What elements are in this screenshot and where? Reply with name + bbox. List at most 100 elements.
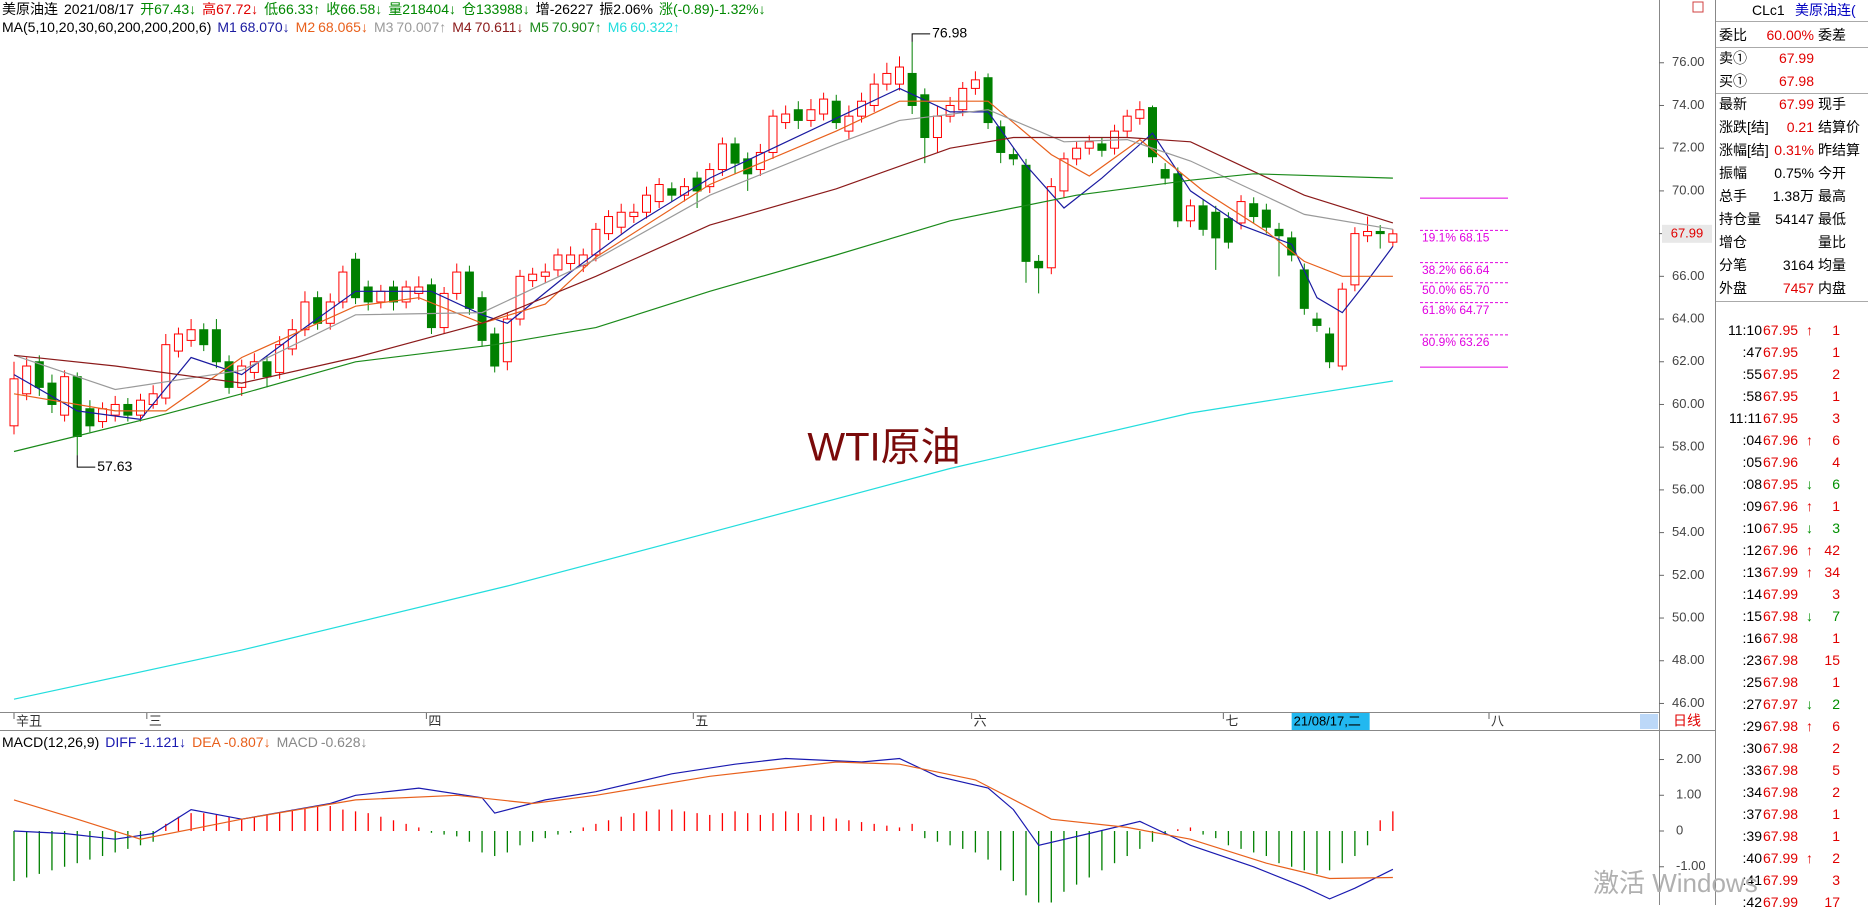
- quote-extra: 最高: [1818, 188, 1846, 204]
- quote-value: 67.98: [1778, 73, 1814, 89]
- legend-value: 68.070↓: [239, 19, 290, 35]
- y-tick-label: 60.00: [1672, 396, 1705, 411]
- candle-body: [1072, 147, 1082, 160]
- candle-body: [1021, 164, 1031, 262]
- candle-body: [604, 216, 614, 235]
- tick-time: :09: [1742, 498, 1762, 514]
- candle-body: [1287, 237, 1297, 256]
- candle-body: [932, 115, 942, 139]
- y-tick-label: -1.00: [1676, 858, 1706, 873]
- candle-body: [1211, 211, 1221, 239]
- x-tick-label: 六: [974, 713, 987, 728]
- y-tick-label: 0: [1676, 822, 1683, 837]
- tick-volume: 7: [1832, 608, 1840, 624]
- quote-label: 涨跌[结]: [1719, 119, 1769, 135]
- tick-volume: 3: [1832, 872, 1840, 888]
- tick-price: 67.96: [1763, 542, 1799, 558]
- candle-body: [1312, 318, 1322, 326]
- candle-body: [553, 254, 563, 271]
- y-tick-label: 46.00: [1672, 695, 1705, 710]
- legend-value: -0.807↓: [223, 734, 271, 750]
- price-plot: [9, 41, 1398, 456]
- candle-body: [325, 301, 335, 324]
- tick-volume: 4: [1832, 454, 1840, 470]
- tick-volume: 1: [1832, 630, 1840, 646]
- candle-body: [338, 271, 348, 303]
- candle-body: [920, 94, 930, 139]
- candle-body: [1185, 205, 1195, 222]
- candle-body: [882, 72, 892, 85]
- y-tick-label: 2.00: [1676, 751, 1701, 766]
- tick-arrow: ↑: [1806, 850, 1813, 866]
- quote-label: 总手: [1719, 188, 1747, 204]
- quote-label: 持仓量: [1719, 211, 1761, 227]
- tick-arrow: ↑: [1806, 542, 1813, 558]
- tick-time: :16: [1742, 630, 1762, 646]
- period-button[interactable]: [1640, 714, 1658, 729]
- quote-field: 开67.43↓: [140, 1, 197, 17]
- candle-body: [642, 194, 651, 213]
- candle-body: [1274, 228, 1284, 237]
- tick-price: 67.99: [1763, 564, 1799, 580]
- quote-value: 0.31%: [1774, 142, 1814, 158]
- low-marker: [76, 455, 96, 468]
- cursor-label: 21/08/17,二: [1294, 713, 1361, 728]
- tick-time: :23: [1742, 652, 1762, 668]
- tick-time: 11:11: [1729, 410, 1762, 426]
- high-marker: [911, 33, 931, 42]
- candle-body: [1122, 115, 1132, 132]
- legend-name: M6: [607, 19, 628, 35]
- candle-body: [566, 254, 576, 265]
- legend-value: 68.065↓: [318, 19, 368, 35]
- y-tick-label: 52.00: [1672, 567, 1705, 582]
- candle-body: [781, 113, 791, 124]
- tick-volume: 34: [1824, 564, 1840, 580]
- tick-volume: 5: [1832, 762, 1840, 778]
- candle-body: [1337, 288, 1347, 367]
- tick-price: 67.98: [1763, 674, 1799, 690]
- legend-value: 70.611↓: [474, 19, 524, 35]
- quote-value: 67.99: [1778, 96, 1814, 112]
- tick-time: :33: [1742, 762, 1762, 778]
- x-tick-label: 五: [695, 713, 708, 728]
- tick-volume: 1: [1832, 674, 1840, 690]
- quote-field: 量218404↓: [388, 1, 456, 17]
- tick-price: 67.99: [1763, 586, 1799, 602]
- tick-arrow: ↑: [1806, 498, 1813, 514]
- candle-body: [186, 329, 196, 341]
- x-tick-label: 四: [428, 713, 441, 728]
- window-icon[interactable]: [1692, 1, 1704, 13]
- candle-body: [629, 211, 639, 218]
- tick-arrow: ↓: [1806, 608, 1813, 624]
- tick-volume: 17: [1824, 894, 1840, 910]
- tick-volume: 1: [1832, 498, 1840, 514]
- x-tick-label: 三: [149, 713, 162, 728]
- tick-time: :27: [1742, 696, 1762, 712]
- symbol-code: CLc1: [1752, 2, 1785, 18]
- tick-volume: 3: [1832, 520, 1840, 536]
- candle-body: [907, 72, 917, 106]
- y-tick-label: 70.00: [1672, 182, 1705, 197]
- ma-line: [13, 109, 1393, 391]
- candle-body: [730, 143, 740, 164]
- quote-extra: 内盘: [1818, 280, 1846, 296]
- last-price-tag: [1662, 224, 1712, 243]
- candle-body: [540, 271, 550, 277]
- tick-time: :08: [1742, 476, 1762, 492]
- candle-body: [895, 66, 904, 85]
- candle-body: [1223, 218, 1233, 243]
- y-tick-label: 1.00: [1676, 787, 1701, 802]
- y-tick-label: 48.00: [1672, 652, 1705, 667]
- quote-value: 60.00%: [1766, 27, 1814, 43]
- candle-body: [9, 378, 19, 427]
- tick-volume: 2: [1832, 740, 1840, 756]
- quote-label: 买①: [1719, 73, 1747, 89]
- tick-time: :12: [1742, 542, 1762, 558]
- quote-label: 最新: [1719, 96, 1747, 112]
- tick-time: :58: [1742, 388, 1762, 404]
- quote-extra: 均量: [1818, 257, 1846, 273]
- candle-body: [199, 329, 209, 346]
- y-tick-label: 76.00: [1672, 54, 1705, 69]
